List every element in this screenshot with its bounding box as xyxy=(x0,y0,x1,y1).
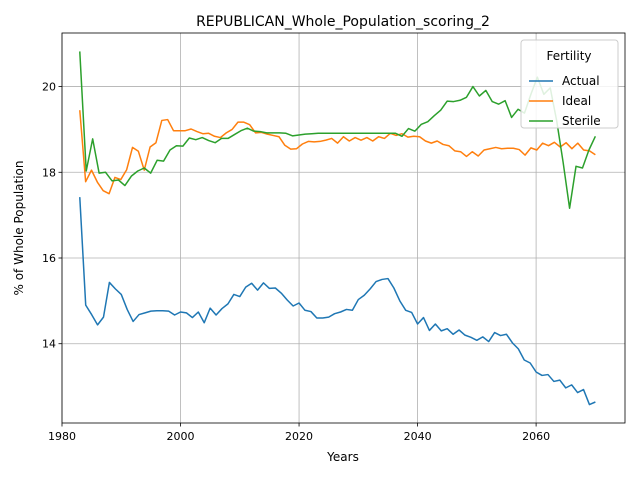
legend-box xyxy=(520,39,619,129)
plot-frame xyxy=(61,32,626,424)
legend-items: Actual Ideal Sterile xyxy=(529,74,601,128)
y-axis-ticks: 14 16 18 20 xyxy=(42,81,62,351)
x-tick-label: 2040 xyxy=(404,430,432,443)
x-tick-label: 2020 xyxy=(285,430,313,443)
legend-label-ideal: Ideal xyxy=(562,94,591,108)
legend: Fertility Actual Ideal Sterile xyxy=(520,39,619,129)
series-lines xyxy=(79,51,597,406)
y-tick-label: 14 xyxy=(42,338,56,351)
series-line-sterile xyxy=(79,51,597,210)
chart-title: REPUBLICAN_Whole_Population_scoring_2 xyxy=(196,14,490,30)
series-line-actual xyxy=(79,197,596,406)
y-tick-label: 16 xyxy=(42,252,56,265)
series-line-ideal xyxy=(79,110,596,195)
y-tick-label: 20 xyxy=(42,81,56,94)
y-tick-label: 18 xyxy=(42,166,56,179)
y-axis-label: % of Whole Population xyxy=(12,161,26,296)
legend-label-actual: Actual xyxy=(562,74,600,88)
legend-label-sterile: Sterile xyxy=(562,114,601,128)
x-tick-label: 2060 xyxy=(522,430,550,443)
x-tick-label: 1980 xyxy=(48,430,76,443)
x-axis-ticks: 1980 2000 2020 2040 2060 xyxy=(48,423,550,443)
x-axis-label: Years xyxy=(326,450,359,464)
x-tick-label: 2000 xyxy=(167,430,195,443)
legend-title: Fertility xyxy=(546,49,591,63)
